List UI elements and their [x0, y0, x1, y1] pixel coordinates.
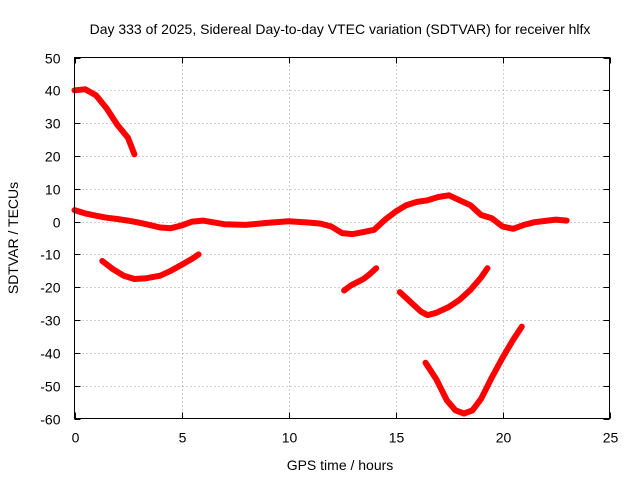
- x-axis-label: GPS time / hours: [287, 457, 394, 473]
- y-tick-label: 10: [45, 182, 61, 198]
- y-tick-label: 40: [45, 83, 61, 99]
- y-tick-label: -30: [40, 313, 60, 329]
- axis-ticks: [74, 57, 611, 420]
- series-arc-e: [422, 323, 525, 417]
- series-arc-a: [71, 86, 138, 158]
- grid: [74, 57, 610, 419]
- y-tick-label: -50: [40, 379, 60, 395]
- x-tick-label: 15: [389, 430, 405, 446]
- x-tick-label: 5: [179, 430, 187, 446]
- series-arc-main: [71, 192, 570, 238]
- x-tick-label: 25: [603, 430, 619, 446]
- y-tick-labels: -60 -50 -40 -30 -20 -10 0 10 20 30 40 50: [40, 51, 60, 428]
- y-axis-label: SDTVAR / TECUs: [5, 182, 21, 294]
- series-arc-c: [341, 265, 380, 294]
- y-tick-label: 30: [45, 116, 61, 132]
- plot-frame: [74, 57, 610, 419]
- x-tick-label: 20: [496, 430, 512, 446]
- x-tick-labels: 0 5 10 15 20 25: [72, 430, 619, 446]
- series-arc-b: [99, 251, 202, 282]
- y-tick-label: 50: [45, 51, 61, 67]
- x-tick-label: 0: [72, 430, 80, 446]
- y-tick-label: -10: [40, 247, 60, 263]
- data-series: [71, 86, 570, 417]
- y-tick-label: -20: [40, 280, 60, 296]
- series-arc-d: [396, 265, 491, 319]
- y-tick-label: -60: [40, 412, 60, 428]
- y-tick-label: 0: [53, 215, 61, 231]
- x-tick-label: 10: [282, 430, 298, 446]
- y-tick-label: -40: [40, 346, 60, 362]
- chart-title: Day 333 of 2025, Sidereal Day-to-day VTE…: [90, 21, 591, 37]
- y-tick-label: 20: [45, 149, 61, 165]
